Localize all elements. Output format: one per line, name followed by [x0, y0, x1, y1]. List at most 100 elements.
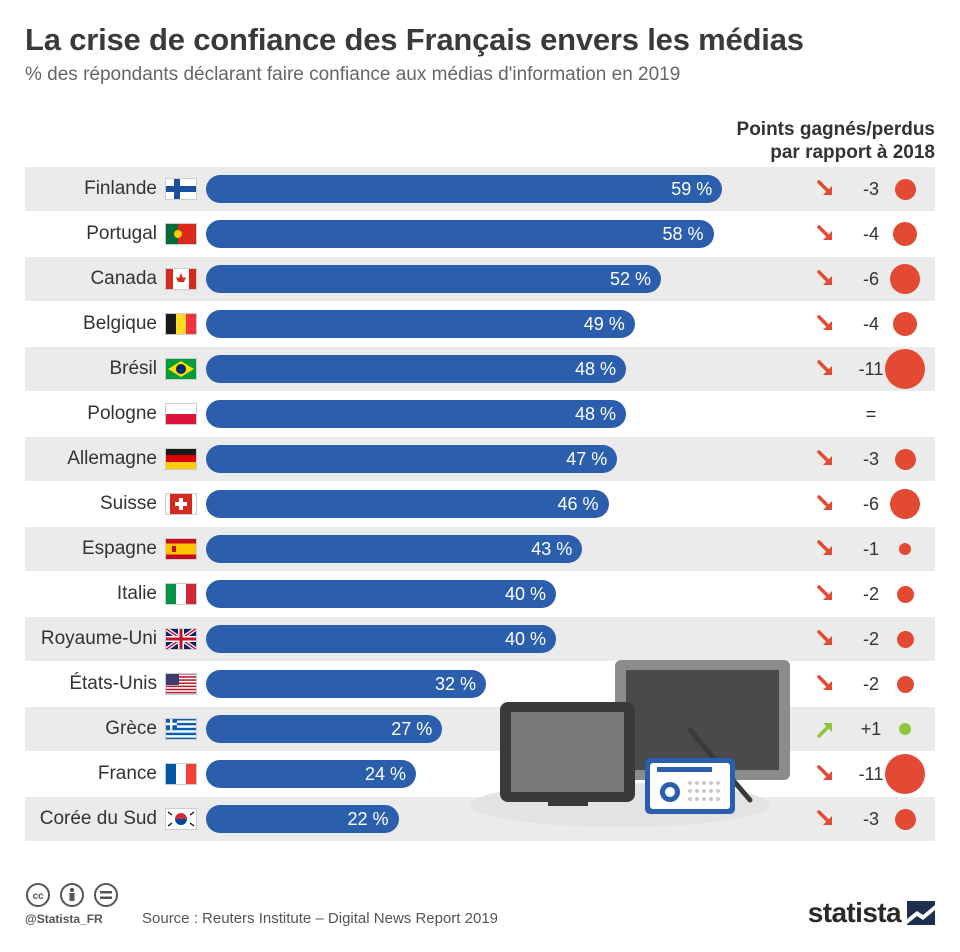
- country-label: États-Unis: [69, 673, 157, 694]
- arrow-down-right-icon: [815, 493, 837, 515]
- bar-value-label: 24 %: [364, 764, 406, 784]
- bar: 48 %: [206, 355, 626, 383]
- change-magnitude-dot: [896, 675, 914, 693]
- change-value: -2: [862, 674, 879, 694]
- chart-row: Finlande 59 % -3: [25, 167, 935, 211]
- bar-value-label: 59 %: [671, 179, 713, 199]
- chart-row: France 24 % -11: [25, 752, 935, 796]
- change-header-line2: par rapport à 2018: [770, 142, 935, 163]
- flag-usa-icon: [165, 673, 197, 695]
- change-value: +1: [860, 719, 882, 739]
- bar-value-label: 48 %: [574, 359, 616, 379]
- flag-portugal-icon: [165, 223, 197, 245]
- country-label: Portugal: [86, 223, 157, 244]
- logo-text: statista: [807, 897, 902, 928]
- bar: 47 %: [206, 445, 618, 473]
- change-value: -4: [862, 224, 879, 244]
- twitter-handle: @Statista_FR: [25, 912, 103, 926]
- media-devices-illustration: [470, 660, 790, 827]
- radio-icon: [645, 758, 735, 814]
- flag-germany-icon: [165, 448, 197, 470]
- chart-row: Belgique 49 % -4: [25, 302, 935, 346]
- change-magnitude-dot: [890, 489, 920, 519]
- change-magnitude-dot: [896, 585, 914, 603]
- flag-uk-icon: [163, 626, 199, 652]
- bar-value-label: 58 %: [662, 224, 704, 244]
- change-magnitude-dot: [894, 808, 916, 830]
- tablet-icon: [500, 702, 635, 806]
- bar: 43 %: [206, 535, 583, 563]
- change-header-line1: Points gagnés/perdus: [736, 119, 935, 140]
- license-icons: cc: [26, 883, 118, 907]
- bar-value-label: 43 %: [531, 539, 573, 559]
- chart-row: Corée du Sud 22 % -3: [25, 797, 935, 841]
- statista-logo[interactable]: statista: [795, 896, 935, 930]
- chart-row: Allemagne 47 % -3: [25, 437, 935, 481]
- change-magnitude-dot: [894, 178, 916, 200]
- chart-row: Portugal 58 % -4: [25, 212, 935, 256]
- country-label: France: [97, 763, 157, 784]
- arrow-down-right-icon: [815, 628, 837, 650]
- bar: 46 %: [206, 490, 609, 518]
- change-value: -11: [858, 764, 884, 784]
- arrow-down-right-icon: [815, 673, 837, 695]
- country-label: Pologne: [87, 403, 157, 424]
- bar: 22 %: [206, 805, 399, 833]
- chart-row: Royaume-Uni 40 % -2: [25, 617, 935, 661]
- change-value: -3: [862, 179, 879, 199]
- bar-value-label: 47 %: [566, 449, 608, 469]
- bar-value-label: 48 %: [574, 404, 616, 424]
- bar: 48 %: [206, 400, 626, 428]
- change-magnitude-dot: [885, 349, 925, 389]
- change-magnitude-dot: [893, 222, 917, 246]
- country-label: Royaume-Uni: [40, 628, 157, 649]
- arrow-down-right-icon: [815, 358, 837, 380]
- flag-italy-icon: [165, 583, 197, 605]
- bar-value-label: 52 %: [609, 269, 651, 289]
- flag-france-icon: [165, 763, 197, 785]
- country-label: Corée du Sud: [39, 808, 157, 829]
- bar: 24 %: [206, 760, 416, 788]
- bar: 27 %: [206, 715, 443, 743]
- chart-row: Suisse 46 % -6: [25, 482, 935, 526]
- country-label: Canada: [90, 268, 157, 289]
- bar-value-label: 22 %: [347, 809, 389, 829]
- bar: 52 %: [206, 265, 661, 293]
- change-column-header: Points gagnés/perdus par rapport à 2018: [635, 118, 935, 164]
- change-magnitude-dot: [885, 754, 925, 794]
- change-value: -3: [862, 449, 879, 469]
- arrow-down-right-icon: [815, 178, 837, 200]
- arrow-down-right-icon: [815, 223, 837, 245]
- change-value: -4: [862, 314, 879, 334]
- bar-value-label: 40 %: [504, 584, 546, 604]
- bar: 59 %: [206, 175, 723, 203]
- country-label: Belgique: [83, 313, 157, 334]
- bar: 58 %: [206, 220, 714, 248]
- change-magnitude-dot: [893, 312, 917, 336]
- change-value: -3: [862, 809, 879, 829]
- country-label: Italie: [116, 583, 157, 604]
- change-magnitude-dot: [894, 448, 916, 470]
- arrow-down-right-icon: [815, 448, 837, 470]
- bar: 40 %: [206, 580, 556, 608]
- arrow-down-right-icon: [815, 808, 837, 830]
- country-label: Brésil: [109, 358, 157, 379]
- flag-finland-icon: [165, 178, 197, 200]
- arrow-up-right-icon: [815, 718, 837, 740]
- flag-switzerland-icon: [165, 493, 197, 515]
- bar-value-label: 27 %: [391, 719, 433, 739]
- flag-brazil-icon: [165, 358, 197, 380]
- change-magnitude-dot: [890, 264, 920, 294]
- flag-poland-icon: [165, 403, 197, 425]
- change-value: -11: [858, 359, 884, 379]
- bar-value-label: 32 %: [434, 674, 476, 694]
- change-value: =: [865, 404, 877, 424]
- monitor-icon: [615, 660, 790, 803]
- nd-icon: [94, 883, 118, 907]
- chart-subtitle: % des répondants déclarant faire confian…: [25, 64, 681, 85]
- change-value: -6: [862, 269, 879, 289]
- flag-south-korea-icon: [165, 808, 197, 830]
- arrow-down-right-icon: [815, 763, 837, 785]
- bar: 49 %: [206, 310, 635, 338]
- chart-title: La crise de confiance des Français enver…: [25, 22, 804, 57]
